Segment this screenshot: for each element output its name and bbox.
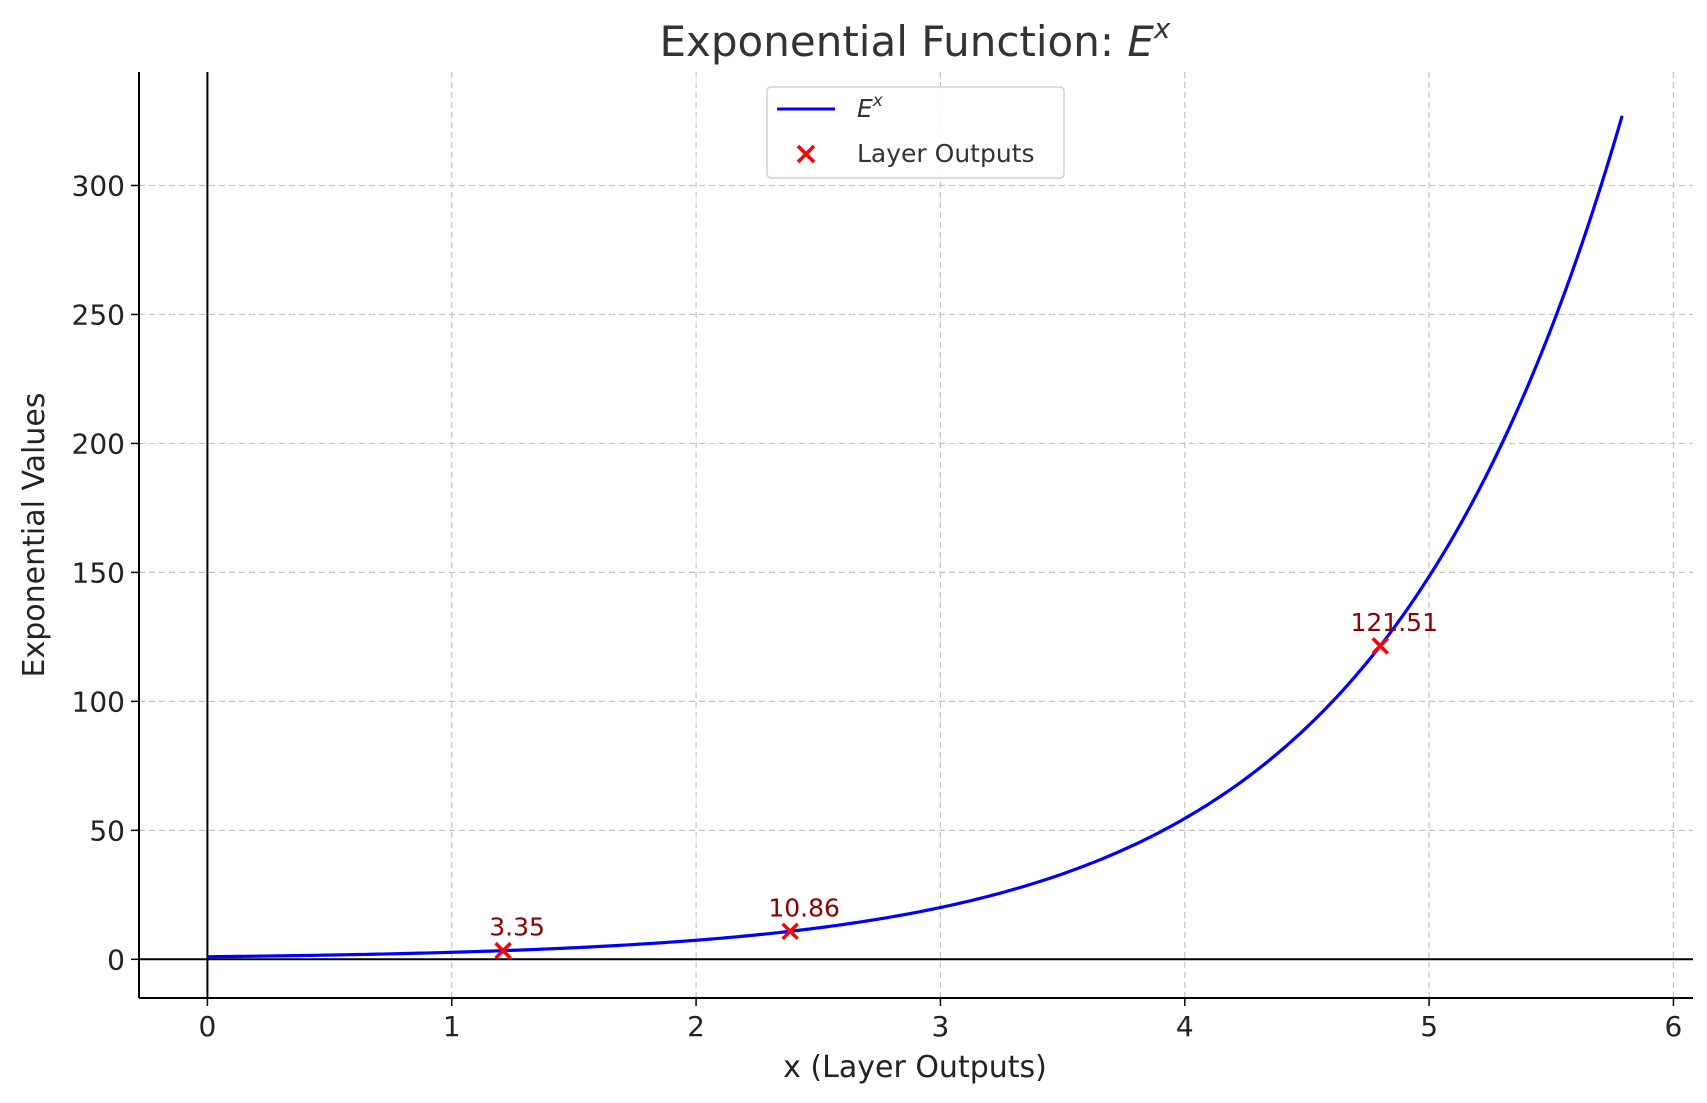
x-tick-label: 5 — [1420, 1010, 1438, 1043]
layer-output-points: 3.35 10.86 121.51 — [489, 608, 1438, 960]
layer-output-marker-1 — [494, 941, 512, 960]
marker-stroke — [1371, 637, 1389, 655]
legend-x-marker — [796, 144, 816, 164]
y-tick-label: 250 — [72, 298, 125, 331]
layer-output-label-1: 3.35 — [489, 913, 545, 942]
x-axis-title: x (Layer Outputs) — [783, 1050, 1047, 1085]
layer-output-label-2: 10.86 — [768, 893, 840, 922]
legend-box — [766, 86, 1065, 179]
grid — [139, 72, 1693, 998]
legend-label-layer-outputs: Layer Outputs — [857, 139, 1035, 168]
x-tick-label: 1 — [443, 1010, 461, 1043]
zero-lines — [139, 72, 1693, 998]
x-tick-label: 4 — [1176, 1010, 1194, 1043]
axes-spines — [138, 72, 1693, 999]
y-axis-ticks: 0 50 100 150 200 250 300 — [72, 169, 139, 976]
y-tick-label: 50 — [89, 814, 125, 847]
x-tick-label: 6 — [1665, 1010, 1683, 1043]
chart-title: Exponential Function: Ex — [660, 12, 1171, 66]
x-axis-ticks: 0 1 2 3 4 5 6 — [199, 998, 1683, 1043]
layer-output-marker-3 — [1371, 637, 1389, 655]
marker-stroke — [781, 922, 799, 941]
legend-label-ex: Ex — [857, 91, 884, 123]
y-tick-label: 150 — [72, 556, 125, 589]
x-tick-label: 2 — [687, 1010, 705, 1043]
y-tick-label: 100 — [72, 685, 125, 718]
x-tick-label: 3 — [932, 1010, 950, 1043]
legend: Ex Layer Outputs — [766, 86, 1065, 179]
layer-output-marker-2 — [781, 922, 799, 941]
x-tick-label: 0 — [199, 1010, 217, 1043]
marker-stroke — [494, 941, 512, 960]
y-tick-label: 300 — [72, 169, 125, 202]
layer-output-label-3: 121.51 — [1351, 608, 1438, 637]
y-tick-label: 200 — [72, 427, 125, 460]
y-axis-title: Exponential Values — [17, 393, 52, 678]
y-tick-label: 0 — [107, 943, 125, 976]
